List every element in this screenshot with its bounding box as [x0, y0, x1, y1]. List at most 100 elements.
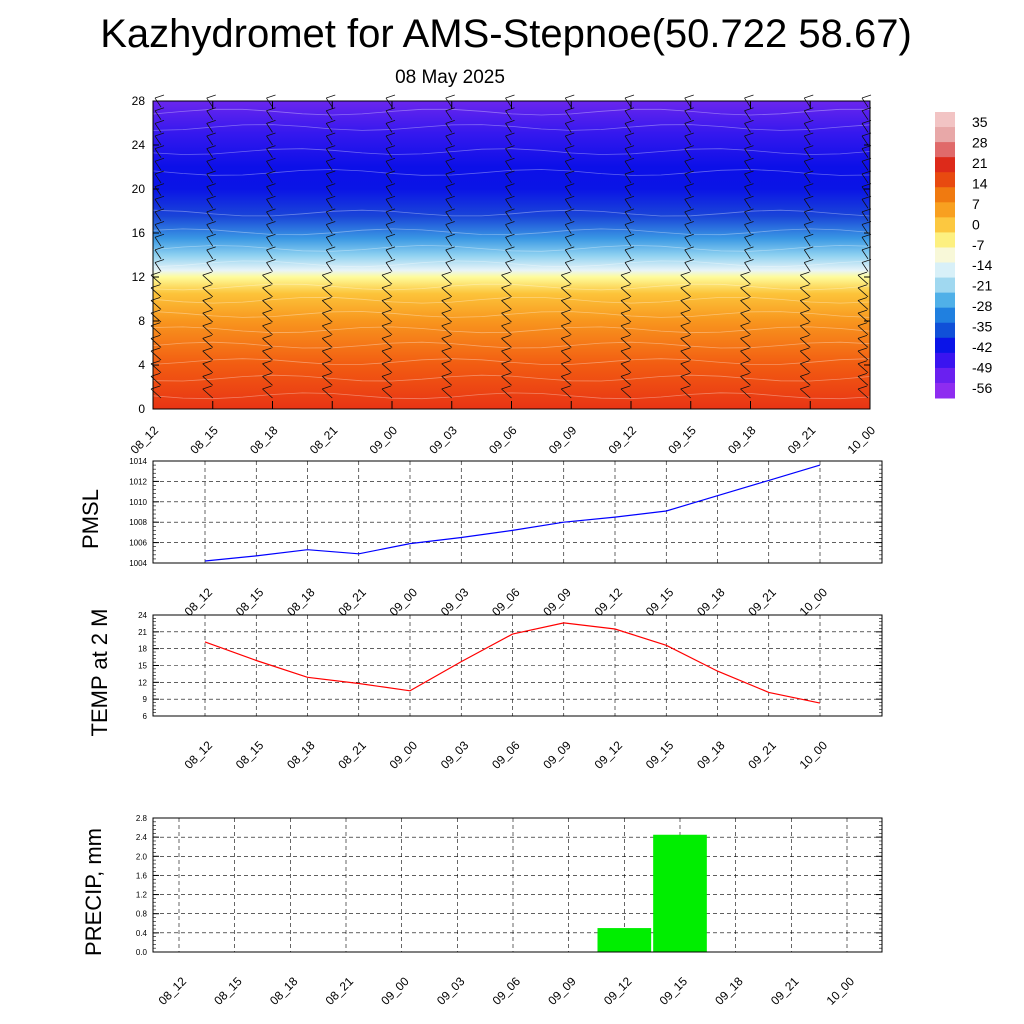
x-tick-label: 08_18 — [247, 423, 281, 457]
precip-bar — [653, 834, 707, 952]
x-tick-label: 08_21 — [335, 738, 369, 772]
x-tick-label: 09_18 — [694, 585, 728, 619]
y-tick-label: 0.0 — [136, 948, 148, 957]
colorbar-swatch — [935, 247, 955, 264]
panel-frame — [152, 817, 883, 953]
temp-line — [204, 622, 821, 704]
x-tick-label: 08_15 — [187, 423, 221, 457]
y-tick-label: 1014 — [129, 457, 147, 466]
y-tick-label: 0.4 — [136, 929, 148, 938]
x-tick-label: 09_21 — [768, 974, 802, 1008]
x-tick-label: 09_18 — [725, 423, 759, 457]
x-tick-label: 08_15 — [233, 738, 267, 772]
colorbar-label: -35 — [972, 319, 992, 335]
wind-barbs — [150, 94, 872, 399]
x-tick-label: 10_00 — [845, 423, 879, 457]
panel-frame — [152, 460, 883, 564]
x-tick-label: 08_18 — [284, 585, 318, 619]
x-tick-label: 08_18 — [267, 974, 301, 1008]
x-tick-label: 10_00 — [824, 974, 858, 1008]
colorbar-label: -42 — [972, 339, 992, 355]
y-tick-label: 15 — [138, 662, 147, 671]
colorbar-label: 0 — [972, 216, 980, 232]
y-tick-label: 28 — [132, 94, 146, 108]
colorbar-swatch — [935, 292, 955, 309]
y-tick-label: 1.2 — [136, 891, 148, 900]
colorbar-swatch — [935, 307, 955, 324]
colorbar-label: -28 — [972, 298, 992, 314]
x-tick-label: 09_09 — [546, 423, 580, 457]
x-tick-label: 08_12 — [182, 738, 216, 772]
colorbar-swatch — [935, 142, 955, 158]
colorbar: 35 28 21 14 7 0 -7 -14 -21 -28 -35 -42 -49 -56 — [935, 112, 992, 399]
colorbar-swatch — [935, 367, 955, 384]
colorbar-swatch — [935, 322, 955, 339]
y-axis-label: TEMP at 2 M — [87, 609, 112, 737]
x-tick-label: 09_09 — [545, 974, 579, 1008]
x-tick-label: 09_12 — [592, 585, 626, 619]
temperature-field — [153, 101, 870, 409]
cross-section-panel: 0 4 8 12 16 20 24 28 08_12 08_15 08_18 08_21 09_00 09… — [128, 94, 879, 457]
x-tick-label: 08_18 — [284, 738, 318, 772]
y-tick-label: 20 — [132, 182, 146, 196]
x-tick-label: 09_03 — [438, 738, 472, 772]
y-tick-label: 1006 — [129, 539, 147, 548]
y-tick-label: 16 — [132, 226, 146, 240]
colorbar-swatch — [935, 352, 955, 369]
x-tick-label: 08_21 — [307, 423, 341, 457]
x-tick-label: 08_21 — [335, 585, 369, 619]
x-tick-label: 08_21 — [323, 974, 357, 1008]
x-tick-label: 09_21 — [785, 423, 819, 457]
page-title: Kazhydromet for AMS-Stepnoe(50.722 58.67… — [100, 12, 912, 56]
y-tick-label: 9 — [143, 695, 148, 704]
colorbar-swatch — [935, 187, 955, 203]
colorbar-label: 7 — [972, 196, 980, 212]
colorbar-swatch — [935, 202, 955, 218]
y-tick-label: 4 — [138, 358, 145, 372]
x-tick-label: 09_00 — [367, 423, 401, 457]
y-tick-label: 1.6 — [136, 871, 148, 880]
colorbar-label: -7 — [972, 237, 985, 253]
x-tick-label: 09_00 — [387, 585, 421, 619]
colorbar-swatch — [935, 157, 955, 173]
x-tick-label: 09_15 — [643, 585, 677, 619]
x-tick-label: 09_18 — [694, 738, 728, 772]
y-axis-label: PMSL — [78, 489, 103, 549]
x-tick-label: 09_06 — [486, 423, 520, 457]
x-tick-label: 09_15 — [657, 974, 691, 1008]
pmsl-line — [204, 464, 821, 562]
forecast-date: 08 May 2025 — [395, 67, 505, 88]
colorbar-label: -21 — [972, 278, 992, 294]
colorbar-swatch — [935, 337, 955, 354]
y-tick-label: 12 — [132, 270, 146, 284]
x-tick-label: 09_09 — [540, 738, 574, 772]
x-tick-label: 09_00 — [378, 974, 412, 1008]
y-tick-label: 12 — [138, 678, 147, 687]
x-tick-label: 09_12 — [592, 738, 626, 772]
x-tick-label: 09_03 — [426, 423, 460, 457]
y-tick-label: 1004 — [129, 559, 147, 568]
colorbar-label: 35 — [972, 114, 988, 130]
colorbar-label: 28 — [972, 135, 988, 151]
x-tick-label: 09_06 — [489, 738, 523, 772]
precip-panel: 0.0 0.4 0.8 1.2 1.6 2.0 2.4 2.8 08_12 08_15 08_18 0… — [81, 814, 883, 1008]
colorbar-swatch — [935, 112, 955, 128]
colorbar-label: -49 — [972, 359, 992, 375]
x-tick-label: 09_21 — [745, 738, 779, 772]
y-tick-label: 1008 — [129, 518, 147, 527]
x-tick-label: 09_15 — [643, 738, 677, 772]
y-tick-label: 1012 — [129, 477, 147, 486]
colorbar-label: -56 — [972, 380, 992, 396]
x-tick-label: 09_06 — [489, 585, 523, 619]
x-tick-label: 08_12 — [182, 585, 216, 619]
y-tick-label: 24 — [132, 138, 146, 152]
colorbar-swatch — [935, 217, 955, 233]
x-tick-label: 09_00 — [387, 738, 421, 772]
x-tick-label: 09_09 — [540, 585, 574, 619]
pmsl-panel: 1004 1006 1008 1010 1012 1014 08_12 08_15 08_18 0… — [78, 457, 883, 619]
colorbar-swatch — [935, 127, 955, 143]
x-tick-label: 09_12 — [601, 974, 635, 1008]
x-tick-label: 10_00 — [797, 738, 831, 772]
y-tick-label: 24 — [138, 611, 147, 620]
